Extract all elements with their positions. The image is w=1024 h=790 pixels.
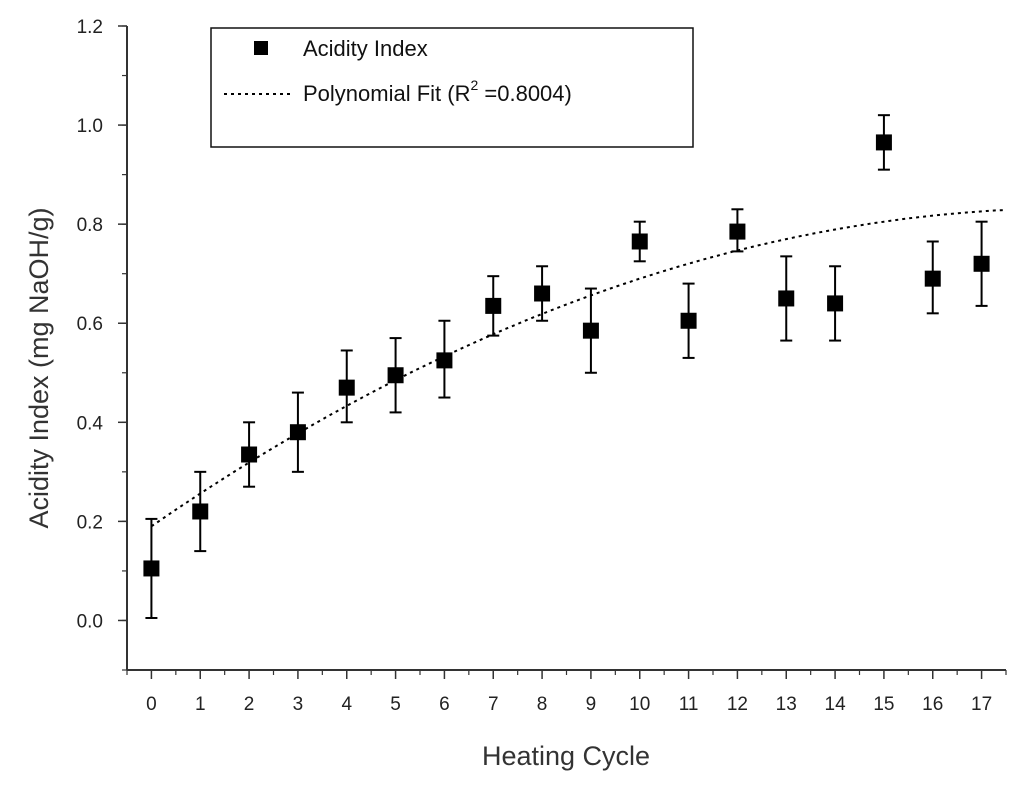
data-point xyxy=(387,337,404,414)
y-tick-label: 0.4 xyxy=(77,413,104,434)
data-marker xyxy=(143,560,160,577)
legend-fit-prefix: Polynomial Fit (R xyxy=(303,81,470,106)
x-tick-label: 6 xyxy=(439,694,450,715)
data-point xyxy=(924,240,941,315)
data-marker xyxy=(631,233,648,250)
x-tick-label: 15 xyxy=(873,694,894,715)
data-point xyxy=(680,282,697,359)
ticks: 0 1 2 3 4 5 6 7 8 9 10 11 12 13 14 15 16 170.00.20.40.60.… xyxy=(77,17,1007,715)
data-point xyxy=(973,220,990,307)
data-marker xyxy=(973,255,990,272)
data-point xyxy=(827,265,844,342)
x-axis-title: Heating Cycle xyxy=(482,741,650,771)
legend-label-polynomial-fit: Polynomial Fit (R2 =0.8004) xyxy=(303,77,572,106)
legend-label-acidity-index: Acidity Index xyxy=(303,36,428,61)
data-marker xyxy=(582,322,599,339)
data-marker xyxy=(387,367,404,384)
data-marker xyxy=(289,424,306,441)
x-tick-label: 7 xyxy=(488,694,499,715)
x-tick-label: 13 xyxy=(776,694,797,715)
polynomial-fit-line xyxy=(150,208,1007,528)
data-point xyxy=(338,349,355,424)
x-tick-label: 5 xyxy=(390,694,401,715)
fit-layer xyxy=(150,208,1007,528)
data-marker xyxy=(729,223,746,240)
y-tick-label: 0.8 xyxy=(77,215,103,236)
data-point xyxy=(631,220,648,263)
data-point xyxy=(534,265,551,322)
data-marker xyxy=(778,290,795,307)
data-point xyxy=(778,255,795,342)
y-tick-label: 0.0 xyxy=(77,611,103,632)
y-tick-label: 0.6 xyxy=(77,314,103,335)
x-tick-label: 17 xyxy=(971,694,992,715)
data-point xyxy=(289,391,306,473)
data-point xyxy=(875,114,892,171)
data-point xyxy=(436,319,453,399)
data-point xyxy=(143,517,160,619)
data-marker xyxy=(436,352,453,369)
data-marker xyxy=(192,503,209,520)
data-marker xyxy=(827,295,844,312)
data-point xyxy=(241,421,258,488)
x-tick-label: 8 xyxy=(537,694,548,715)
data-marker xyxy=(534,285,551,302)
data-point xyxy=(192,470,209,553)
data-marker xyxy=(338,379,355,396)
legend: Acidity Index Polynomial Fit (R2 =0.8004… xyxy=(210,27,694,148)
legend-marker-acidity-index xyxy=(254,41,268,55)
data-points xyxy=(143,114,990,619)
y-tick-label: 0.2 xyxy=(77,512,103,533)
x-tick-label: 16 xyxy=(922,694,943,715)
y-tick-label: 1.2 xyxy=(77,17,103,38)
y-tick-label: 1.0 xyxy=(77,116,103,137)
x-tick-label: 12 xyxy=(727,694,748,715)
data-point xyxy=(582,287,599,374)
data-marker xyxy=(924,270,941,287)
data-marker xyxy=(241,446,258,463)
data-marker xyxy=(680,312,697,329)
x-tick-label: 14 xyxy=(825,694,847,715)
data-point xyxy=(485,275,502,337)
x-tick-label: 1 xyxy=(195,694,206,715)
x-tick-label: 10 xyxy=(629,694,650,715)
x-tick-label: 3 xyxy=(293,694,304,715)
x-tick-label: 0 xyxy=(146,694,157,715)
legend-fit-suffix: =0.8004) xyxy=(478,81,572,106)
data-point xyxy=(729,208,746,253)
x-tick-label: 2 xyxy=(244,694,255,715)
y-axis-title: Acidity Index (mg NaOH/g) xyxy=(24,207,54,528)
x-tick-label: 9 xyxy=(586,694,597,715)
legend-box xyxy=(210,27,694,148)
x-tick-label: 11 xyxy=(679,694,699,715)
data-marker xyxy=(875,134,892,151)
legend-fit-sup: 2 xyxy=(470,77,478,93)
data-marker xyxy=(485,297,502,314)
x-tick-label: 4 xyxy=(341,694,352,715)
